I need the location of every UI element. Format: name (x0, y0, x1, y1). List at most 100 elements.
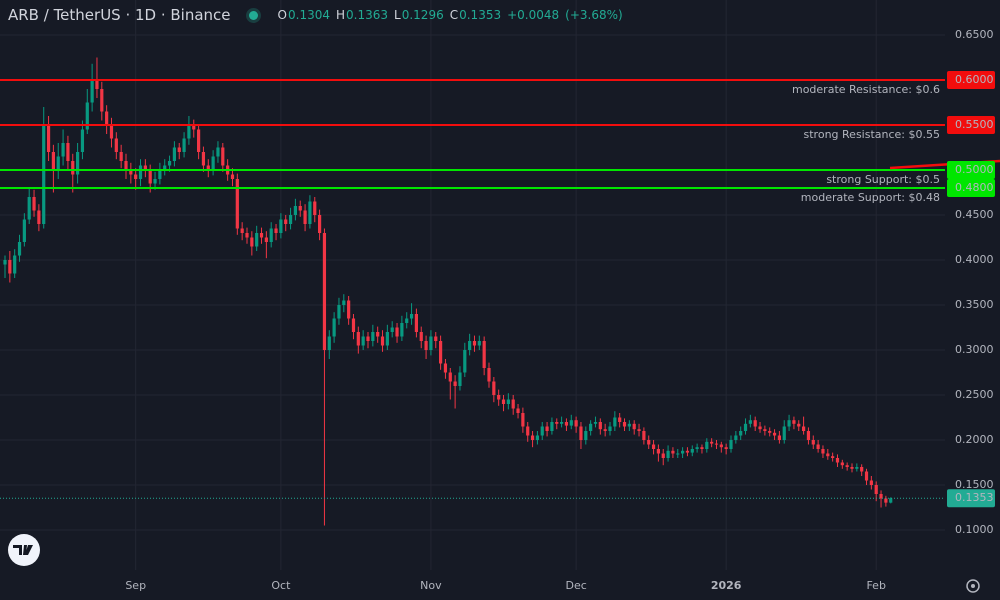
level-label: moderate Support: $0.48 (801, 191, 940, 204)
candle-body (526, 426, 530, 436)
candle-body (424, 341, 428, 350)
logo (8, 534, 40, 566)
candle-body (255, 233, 259, 247)
plot: moderate Resistance: $0.6 strong Resistan… (0, 57, 945, 526)
candle-body (221, 147, 225, 166)
candle-body (158, 170, 162, 179)
candle-body (371, 332, 375, 341)
candle-body (347, 300, 351, 319)
candle-body (530, 435, 535, 440)
change-value: +0.0048 (507, 8, 560, 22)
candle-body (453, 381, 457, 386)
level-label: moderate Resistance: $0.6 (792, 83, 940, 96)
price-tag-label: 0.5500 (955, 118, 994, 131)
candle-body (32, 197, 36, 211)
candle-body (661, 453, 665, 458)
candle-body (66, 143, 70, 161)
candle-body (695, 447, 699, 449)
candle-body (521, 413, 525, 427)
y-tick-label: 0.3000 (955, 343, 994, 356)
candle-body (351, 318, 356, 332)
candle-body (85, 102, 89, 130)
candle-body (589, 423, 593, 431)
candle-body (148, 170, 152, 184)
axes: 0.1000 0.1500 0.2000 0.2500 0.3000 0.3500 0.40… (125, 28, 995, 592)
candle-body (545, 426, 549, 431)
candle-body (138, 165, 143, 179)
candle-body (884, 498, 888, 503)
candle-body (487, 368, 491, 382)
candle-body (632, 423, 636, 430)
low-value: 0.1296 (401, 8, 444, 22)
candle-body (105, 111, 109, 125)
candle-body (806, 431, 811, 440)
candle-body (42, 125, 46, 224)
candle-body (22, 219, 26, 242)
candle-body (555, 422, 559, 424)
candle-body (206, 165, 210, 170)
candle-body (840, 462, 844, 466)
candle-body (409, 314, 414, 319)
candle-body (642, 431, 646, 440)
y-tick-label: 0.4500 (955, 208, 994, 221)
candle-body (758, 426, 762, 430)
candle-body (216, 147, 220, 157)
x-tick-label: 2026 (711, 579, 742, 592)
candle-body (501, 399, 506, 404)
candle-body (826, 453, 830, 457)
level-label: strong Resistance: $0.55 (804, 128, 940, 141)
candle-body (889, 498, 893, 503)
settings-icon[interactable] (966, 579, 980, 593)
candle-body (337, 305, 341, 319)
candle-body (259, 233, 264, 238)
candle-body (443, 363, 448, 373)
candle-body (511, 399, 515, 409)
candle-body (782, 426, 786, 440)
candle-body (618, 417, 622, 422)
candle-body (197, 129, 201, 152)
candle-body (472, 341, 477, 346)
high-value: 0.1363 (346, 8, 389, 22)
candle-body (114, 138, 118, 152)
candle-body (647, 440, 651, 445)
x-tick-label: Sep (125, 579, 146, 592)
candle-body (163, 165, 167, 170)
candle-body (816, 444, 820, 449)
candle-body (76, 152, 80, 175)
y-tick-label: 0.4000 (955, 253, 994, 266)
candle-body (376, 332, 380, 337)
candle-body (37, 210, 41, 224)
candle-body (395, 327, 399, 337)
low-label: L (394, 8, 401, 22)
candle-body (535, 435, 539, 440)
candle-body (327, 336, 331, 350)
candle-body (211, 156, 215, 170)
candle-body (564, 422, 569, 426)
candle-body (482, 341, 486, 368)
candle-body (637, 429, 641, 431)
candle-body (187, 125, 191, 139)
candle-body (143, 165, 147, 170)
candle-body (274, 228, 278, 233)
candle-body (748, 420, 752, 424)
candle-body (361, 336, 365, 346)
price-tag-label: 0.4800 (955, 181, 994, 194)
candle-body (293, 206, 297, 215)
candle-body (429, 336, 433, 350)
candle-body (705, 441, 709, 449)
candle-body (439, 341, 443, 364)
candle-body (777, 435, 781, 440)
x-tick-label: Feb (866, 579, 885, 592)
candle-body (690, 449, 694, 453)
candle-body (284, 219, 288, 224)
candle-body (860, 467, 864, 472)
candle-body (448, 372, 452, 382)
candle-body (700, 447, 704, 449)
candle-body (516, 408, 520, 413)
candle-body (318, 215, 322, 233)
candle-body (811, 440, 815, 445)
candle-body (182, 138, 186, 152)
